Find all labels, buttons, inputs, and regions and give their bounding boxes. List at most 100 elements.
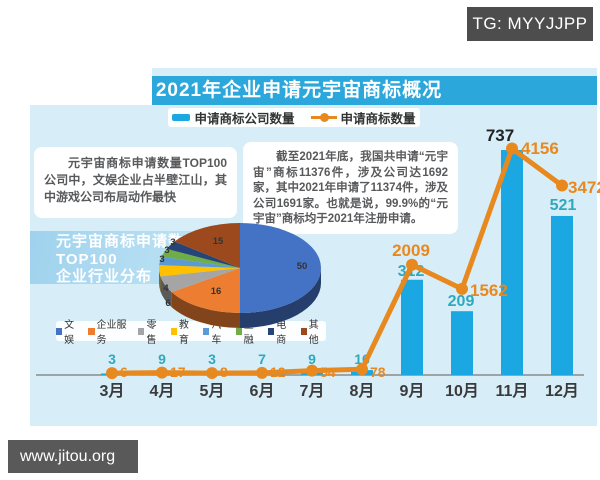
bar-swatch-icon <box>172 114 191 121</box>
pie-legend-swatch-icon <box>55 327 63 335</box>
month-label: 4月 <box>150 382 175 400</box>
pie-side <box>159 268 161 292</box>
pie-value-label: 3 <box>164 245 169 256</box>
company-count-label: 9 <box>158 351 166 367</box>
bar <box>451 311 473 375</box>
pie-value-label: 16 <box>211 286 222 297</box>
pie-legend-item: 教育 <box>170 316 196 346</box>
pie-slice <box>174 223 240 268</box>
trademark-line <box>109 146 565 376</box>
pie-slice <box>161 248 240 268</box>
line-dot <box>556 179 568 192</box>
trademark-count-label: 78 <box>370 364 386 380</box>
line-dot <box>206 367 218 380</box>
pie-legend-label: 零售 <box>146 320 157 346</box>
pie-slice <box>171 268 240 313</box>
trademark-count-label: 6 <box>120 364 128 380</box>
pie-side <box>240 268 321 328</box>
pie-legend-swatch-icon <box>138 327 145 335</box>
pie-title-line1: 元宇宙商标申请数 <box>56 233 185 250</box>
company-count-label: 209 <box>448 293 475 310</box>
pie-value-label: 6 <box>165 298 170 309</box>
month-label: 5月 <box>200 382 225 400</box>
pie-legend-swatch-icon <box>203 327 210 335</box>
pie-legend-label: 文娱 <box>64 320 75 346</box>
line-dot <box>356 363 368 376</box>
pie-legend-swatch-icon <box>300 327 307 335</box>
trademark-count-label: 2009 <box>392 241 430 260</box>
month-label: 6月 <box>250 382 275 400</box>
bar <box>501 150 523 375</box>
trademark-count-label: 8 <box>220 364 228 380</box>
title-bar: 2021年企业申请元宇宙商标概况 <box>152 76 597 105</box>
month-label: 7月 <box>300 382 325 400</box>
line-dot <box>256 366 268 379</box>
legend-item-trademark: 申请商标数量 <box>310 108 416 127</box>
pie-slice <box>160 268 240 293</box>
line-dot <box>156 366 168 379</box>
month-label: 12月 <box>545 382 579 400</box>
pie-legend-label: 企业服务 <box>96 320 127 346</box>
legend-trademark-label: 申请商标数量 <box>340 112 416 126</box>
pie-side <box>171 292 240 328</box>
trademark-count-label: 12 <box>270 364 286 380</box>
line-dot <box>506 142 518 155</box>
pie-legend-swatch-icon <box>235 327 242 335</box>
pie-legend-swatch-icon <box>88 327 95 335</box>
trademark-count-label: 17 <box>170 364 186 380</box>
pie-legend-item: 文娱 <box>55 316 81 346</box>
pie-value-label: 4 <box>163 283 169 294</box>
bar <box>401 279 423 375</box>
trademark-count-label: 54 <box>320 364 336 380</box>
pie-legend-label: 教育 <box>178 320 189 346</box>
pie-side <box>160 276 172 308</box>
company-count-label: 3 <box>108 351 116 367</box>
line-dot <box>306 364 318 377</box>
pie-slice <box>166 241 240 268</box>
company-count-label: 3 <box>208 351 216 367</box>
pie-slice <box>240 223 321 313</box>
company-count-label: 7 <box>258 351 266 367</box>
line-dot-swatch-icon <box>310 113 337 122</box>
trademark-count-label: 3472 <box>568 178 600 197</box>
company-count-label: 737 <box>486 126 514 145</box>
month-label: 10月 <box>445 382 479 400</box>
pie-value-label: 3 <box>159 254 164 265</box>
pie-legend-label: 其他 <box>308 320 319 346</box>
trademark-count-label: 4156 <box>521 139 559 158</box>
pie-legend-item: 其他 <box>300 316 326 346</box>
line-dot <box>406 258 418 271</box>
panel-top-left-spacer <box>30 68 152 105</box>
pie-title-line2: TOP100 <box>56 250 118 268</box>
callout-summary: 截至2021年底，我国共申请“元宇宙”商标11376件，涉及公司达1692家，其… <box>243 142 458 234</box>
chart-legend: 申请商标公司数量 申请商标数量 <box>168 108 420 127</box>
pie-legend-label: 电商 <box>276 320 287 346</box>
pie-slice <box>159 256 240 268</box>
line-dot <box>106 367 118 380</box>
month-label: 3月 <box>100 382 125 400</box>
tg-badge: TG: MYYJJPP <box>467 7 593 41</box>
pie-slice <box>159 265 240 277</box>
trademark-count-label: 1562 <box>470 281 508 300</box>
pie-legend-swatch-icon <box>170 327 177 335</box>
company-count-label: 9 <box>308 351 316 367</box>
company-count-label: 521 <box>550 197 577 214</box>
month-label: 9月 <box>400 382 425 400</box>
watermark: www.jitou.org <box>8 440 138 473</box>
pie-legend-item: 电商 <box>268 316 293 346</box>
month-label: 11月 <box>496 382 529 400</box>
pie-value-label: 50 <box>297 261 308 272</box>
callout-top100: 元宇宙商标申请数量TOP100公司中，文娱企业占半壁江山，其中游戏公司布局动作最… <box>34 147 237 218</box>
pie-title-line3: 企业行业分布 <box>56 268 153 285</box>
legend-item-company: 申请商标公司数量 <box>172 108 295 127</box>
legend-company-label: 申请商标公司数量 <box>194 112 295 126</box>
page-title: 2021年企业申请元宇宙商标概况 <box>155 80 443 101</box>
month-label: 8月 <box>350 382 375 400</box>
pie-legend-item: 企业服务 <box>88 316 131 346</box>
pie-legend-swatch-icon <box>268 327 275 335</box>
bar <box>551 215 573 375</box>
pie-value-label: 15 <box>213 236 224 247</box>
pie-value-label: 3 <box>170 237 175 248</box>
pie-legend-item: 零售 <box>138 316 163 346</box>
